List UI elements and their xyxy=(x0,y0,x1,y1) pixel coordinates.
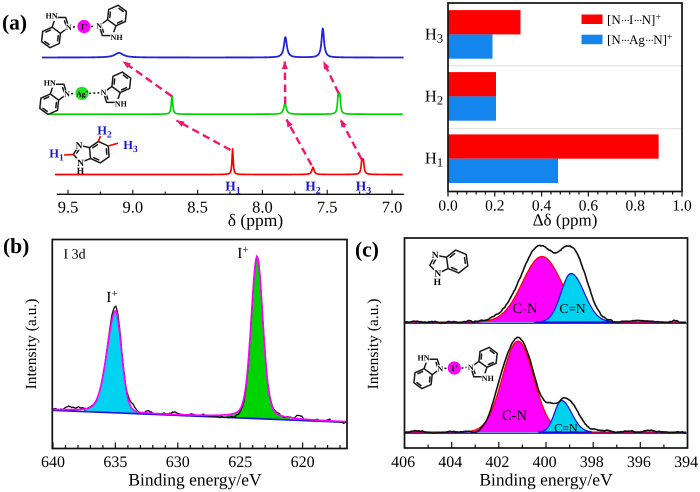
svg-text:HN: HN xyxy=(46,12,58,21)
svg-text:HN: HN xyxy=(44,78,56,87)
svg-text:HN: HN xyxy=(418,353,430,362)
svg-text:7.0: 7.0 xyxy=(382,198,403,217)
svg-text:N: N xyxy=(77,159,84,169)
svg-text:402: 402 xyxy=(485,454,509,471)
svg-text:(b): (b) xyxy=(3,234,29,258)
svg-text:C=N: C=N xyxy=(554,421,578,435)
svg-text:7.5: 7.5 xyxy=(317,198,338,217)
svg-text:N: N xyxy=(64,90,70,99)
svg-text:NH: NH xyxy=(482,374,495,383)
svg-text:N: N xyxy=(434,270,441,280)
svg-text:N: N xyxy=(66,23,72,32)
svg-text:(a): (a) xyxy=(2,11,27,35)
svg-text:Intensity (a.u.): Intensity (a.u.) xyxy=(23,299,40,390)
svg-text:N: N xyxy=(432,251,439,261)
svg-text:N: N xyxy=(437,364,443,373)
svg-text:I+: I+ xyxy=(451,363,458,373)
svg-text:H: H xyxy=(77,167,85,177)
svg-text:C=N: C=N xyxy=(559,301,586,316)
svg-text:394: 394 xyxy=(674,454,698,471)
svg-text:400: 400 xyxy=(533,454,557,471)
svg-text:δ (ppm): δ (ppm) xyxy=(228,210,284,230)
svg-text:N: N xyxy=(101,88,107,97)
svg-text:Ag+: Ag+ xyxy=(76,89,88,99)
svg-text:396: 396 xyxy=(627,454,651,471)
svg-text:N: N xyxy=(76,141,83,151)
svg-text:Binding energy/eV: Binding energy/eV xyxy=(128,470,262,490)
svg-text:[N···Ag···N]+: [N···Ag···N]+ xyxy=(607,32,673,47)
svg-text:8.5: 8.5 xyxy=(187,198,208,217)
svg-text:Δδ (ppm): Δδ (ppm) xyxy=(533,211,598,230)
svg-text:406: 406 xyxy=(391,454,415,471)
svg-text:0.2: 0.2 xyxy=(485,198,504,215)
svg-text:625: 625 xyxy=(228,454,252,471)
svg-text:8.0: 8.0 xyxy=(252,198,273,217)
svg-text:C-N: C-N xyxy=(513,301,539,317)
svg-text:Intensity (a.u.): Intensity (a.u.) xyxy=(365,299,382,390)
svg-text:9.5: 9.5 xyxy=(58,198,79,217)
svg-text:630: 630 xyxy=(166,454,190,471)
svg-text:(c): (c) xyxy=(355,238,379,262)
svg-text:NH: NH xyxy=(115,100,128,109)
svg-text:635: 635 xyxy=(103,454,127,471)
svg-text:I+: I+ xyxy=(81,22,88,32)
svg-text:398: 398 xyxy=(580,454,604,471)
svg-text:404: 404 xyxy=(438,454,462,471)
svg-text:C-N: C-N xyxy=(502,408,528,424)
svg-text:620: 620 xyxy=(291,454,315,471)
svg-text:I+: I+ xyxy=(106,288,117,306)
svg-text:0.8: 0.8 xyxy=(626,198,646,215)
svg-text:H: H xyxy=(434,278,442,288)
svg-text:N: N xyxy=(96,21,102,30)
svg-text:I 3d: I 3d xyxy=(64,248,86,263)
svg-text:640: 640 xyxy=(41,454,65,471)
svg-text:I+: I+ xyxy=(237,244,248,262)
svg-text:9.0: 9.0 xyxy=(122,198,143,217)
svg-text:[N···I···N]+: [N···I···N]+ xyxy=(607,12,661,27)
svg-text:0.6: 0.6 xyxy=(579,198,599,215)
svg-text:1.0: 1.0 xyxy=(672,198,692,215)
svg-text:Binding energy/eV: Binding energy/eV xyxy=(479,470,613,490)
svg-text:0.0: 0.0 xyxy=(438,198,458,215)
svg-text:NH: NH xyxy=(111,33,124,42)
svg-text:N: N xyxy=(468,363,474,372)
svg-text:0.4: 0.4 xyxy=(532,198,552,215)
